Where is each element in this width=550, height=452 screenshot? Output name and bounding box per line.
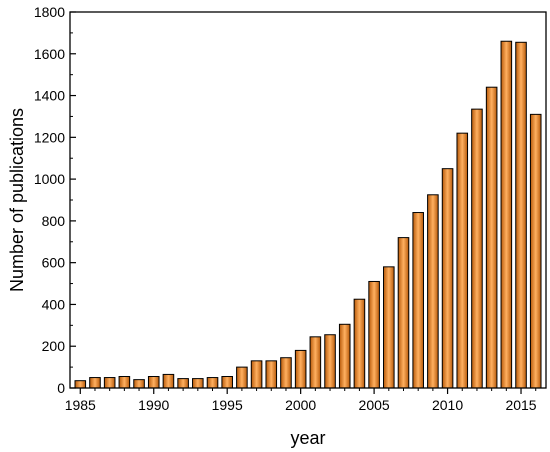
y-tick-label-1600: 1600 [34, 46, 65, 62]
bar-1993 [192, 378, 204, 389]
bar-1999 [280, 357, 292, 389]
bar-2016 [529, 113, 542, 389]
y-tick-label-400: 400 [42, 296, 66, 312]
bar-1990 [147, 376, 160, 389]
bar-2012 [471, 108, 483, 389]
bar-2004 [353, 298, 366, 389]
bar-2006 [383, 266, 395, 389]
bar-2011 [456, 132, 469, 389]
bar-1995 [221, 376, 233, 389]
y-axis-title: Number of publications [7, 108, 27, 292]
x-tick-label-2005: 2005 [359, 397, 390, 413]
bar-1988 [118, 376, 131, 389]
bar-2005 [368, 280, 380, 389]
x-axis: 1985 1990 1995 2000 2005 2010 2015 [65, 388, 537, 413]
x-tick-label-1995: 1995 [212, 397, 243, 413]
bar-2014 [500, 40, 513, 389]
y-tick-label-0: 0 [57, 380, 65, 396]
x-axis-title: year [290, 428, 325, 448]
bar-2002 [324, 334, 336, 389]
bar-1992 [177, 378, 189, 389]
y-tick-label-1400: 1400 [34, 88, 65, 104]
y-axis: 0 200 400 600 800 1000 1200 1400 1600 1800 [34, 4, 76, 396]
bar-2009 [427, 194, 439, 389]
bar-1998 [265, 360, 278, 389]
x-tick-label-2010: 2010 [432, 397, 463, 413]
bar-1989 [133, 379, 145, 389]
bar-1997 [250, 360, 263, 389]
bar-2013 [485, 86, 498, 389]
y-tick-label-200: 200 [42, 338, 66, 354]
y-tick-label-600: 600 [42, 255, 66, 271]
bar-1991 [162, 373, 175, 389]
x-tick-label-2015: 2015 [505, 397, 536, 413]
bar-1987 [103, 377, 116, 389]
y-tick-label-1800: 1800 [34, 4, 65, 20]
bar-2008 [412, 212, 424, 389]
x-tick-label-1985: 1985 [65, 397, 96, 413]
bar-2001 [309, 336, 322, 389]
bar-2000 [294, 349, 307, 389]
bar-2007 [397, 237, 410, 389]
y-tick-label-1000: 1000 [34, 171, 65, 187]
bar-1994 [206, 377, 219, 389]
bar-1996 [236, 366, 248, 389]
bar-1986 [89, 377, 101, 389]
y-tick-label-800: 800 [42, 213, 66, 229]
bar-1985 [74, 380, 87, 389]
bar-2010 [441, 168, 454, 389]
bar-2003 [338, 323, 351, 389]
x-tick-label-2000: 2000 [285, 397, 316, 413]
y-tick-label-1200: 1200 [34, 129, 65, 145]
bars-layer [74, 40, 542, 389]
bar-2015 [515, 41, 527, 389]
x-tick-label-1990: 1990 [138, 397, 169, 413]
